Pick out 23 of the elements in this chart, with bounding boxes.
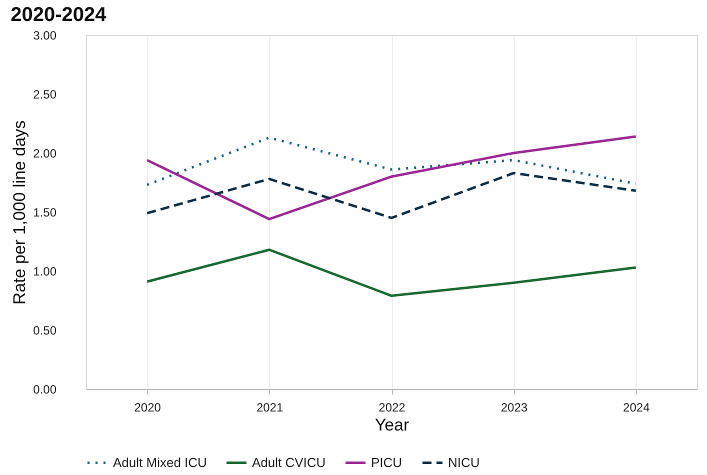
legend-label: PICU bbox=[371, 454, 402, 470]
line-series bbox=[146, 135, 638, 220]
y-tick-label: 2.50 bbox=[33, 88, 57, 102]
legend-label: Adult CVICU bbox=[252, 454, 326, 470]
x-axis-title: Year bbox=[374, 416, 410, 434]
y-tick-label: 1.50 bbox=[33, 206, 57, 220]
x-tick-label: 2021 bbox=[256, 400, 284, 414]
y-tick-label: 3.00 bbox=[33, 28, 57, 42]
x-tick-label: 2022 bbox=[378, 400, 406, 414]
legend-label: Adult Mixed ICU bbox=[113, 454, 207, 470]
legend-label: NICU bbox=[448, 454, 480, 470]
chart-title: 2020-2024 bbox=[10, 4, 108, 26]
y-tick-label: 0.50 bbox=[33, 324, 57, 338]
x-tick-label: 2024 bbox=[623, 400, 650, 414]
line-series bbox=[146, 172, 638, 220]
x-tick-label: 2020 bbox=[134, 400, 162, 414]
y-axis-title: Rate per 1,000 line days bbox=[10, 120, 30, 305]
y-tick-label: 2.00 bbox=[33, 146, 57, 160]
y-tick-label: 1.00 bbox=[33, 264, 57, 278]
line-series bbox=[146, 248, 638, 298]
x-tick-label: 2023 bbox=[500, 400, 528, 414]
y-tick-label: 0.00 bbox=[33, 382, 57, 396]
line-series bbox=[146, 136, 638, 186]
